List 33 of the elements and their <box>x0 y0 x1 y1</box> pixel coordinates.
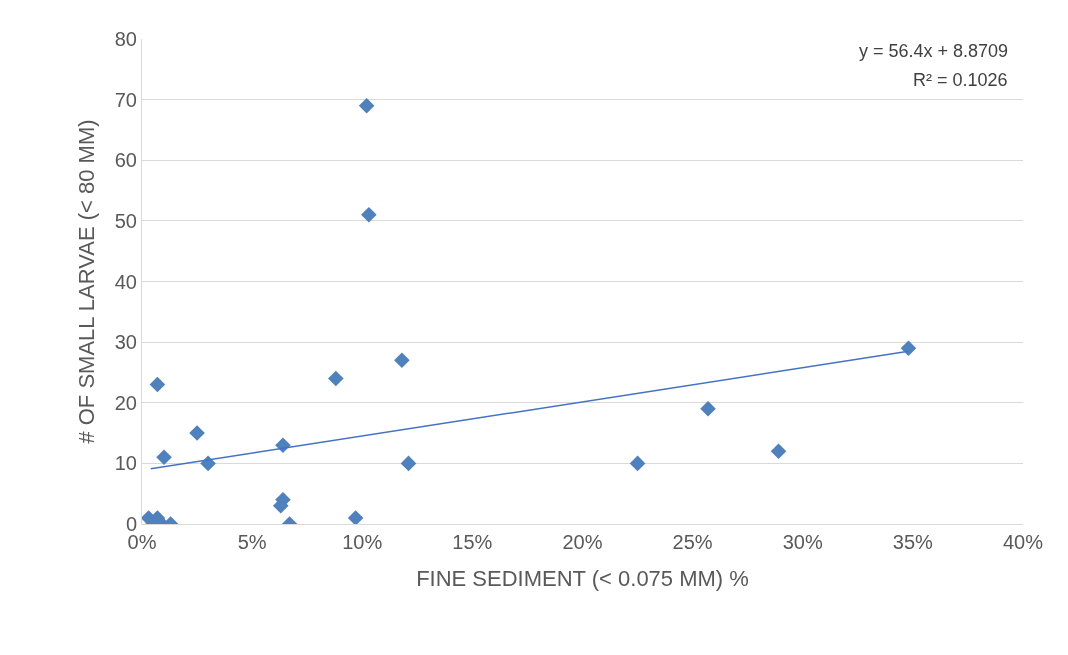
x-tick-label: 40% <box>1002 531 1044 553</box>
y-tick-label: 60 <box>114 149 137 172</box>
point <box>347 510 364 524</box>
y-tick-label: 30 <box>114 331 137 354</box>
point <box>900 340 917 356</box>
x-axis-title: FINE SEDIMENT (< 0.075 MM) % <box>416 565 749 591</box>
point <box>149 376 166 393</box>
x-tick-label: 10% <box>342 531 383 553</box>
point <box>156 449 172 466</box>
y-tick-label: 80 <box>114 28 137 50</box>
y-tick-label: 20 <box>114 391 137 414</box>
point <box>700 401 716 417</box>
x-tick-label: 35% <box>892 531 934 553</box>
point <box>770 443 787 460</box>
point <box>189 425 205 441</box>
y-tick-label: 50 <box>114 209 137 232</box>
y-tick-label: 10 <box>114 452 137 475</box>
point <box>629 455 646 472</box>
x-tick-label: 25% <box>672 531 713 553</box>
point <box>328 370 344 387</box>
y-tick-label: 70 <box>114 88 137 111</box>
x-tick-label: 20% <box>562 531 603 553</box>
x-tick-label: 15% <box>452 531 493 553</box>
annotation: y = 56.4x + 8.8709 <box>859 41 1009 61</box>
x-tick-label: 30% <box>782 531 823 553</box>
y-tick-label: 40 <box>114 270 137 293</box>
y-axis-title: # OF SMALL LARVAE (< 80 MM) <box>73 119 99 444</box>
point <box>400 455 417 472</box>
x-tick-label: 5% <box>237 531 267 553</box>
point <box>394 352 410 369</box>
annotation: R² = 0.1026 <box>913 70 1008 90</box>
point <box>361 207 377 223</box>
point <box>358 97 375 114</box>
